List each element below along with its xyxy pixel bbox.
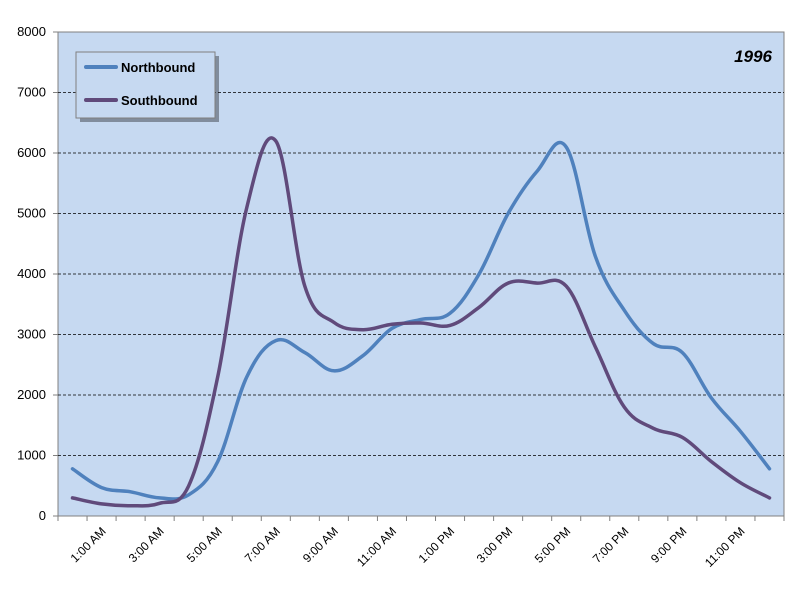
y-tick-label: 6000: [17, 145, 46, 160]
y-tick-label: 4000: [17, 266, 46, 281]
x-tick-label: 9:00 AM: [300, 524, 341, 565]
y-axis: 0 1000 2000 3000 4000 5000 6000 7000 8000: [17, 24, 58, 523]
legend-label-southbound: Southbound: [121, 93, 198, 108]
y-tick-label: 3000: [17, 327, 46, 342]
y-tick-label: 5000: [17, 206, 46, 221]
y-tick-label: 2000: [17, 387, 46, 402]
series-lines: [70, 136, 772, 508]
grid-lines: [58, 92, 784, 456]
series-line-northbound: [70, 140, 772, 501]
series-line-southbound: [70, 136, 772, 508]
x-tick-label: 11:00 AM: [354, 524, 399, 569]
x-tick-label: 7:00 PM: [590, 524, 632, 566]
x-tick-label: 3:00 AM: [126, 524, 167, 565]
legend: Northbound Southbound: [75, 51, 219, 122]
x-axis: 1:00 AM 3:00 AM 5:00 AM 7:00 AM 9:00 AM 11:00…: [57, 516, 785, 570]
x-tick-label: 7:00 AM: [242, 524, 283, 565]
y-tick-label: 0: [39, 508, 46, 523]
legend-label-northbound: Northbound: [121, 60, 195, 75]
x-tick-label: 1:00 AM: [68, 524, 109, 565]
x-tick-label: 5:00 PM: [532, 524, 574, 566]
x-tick-label: 9:00 PM: [648, 524, 690, 566]
year-annotation: 1996: [734, 47, 772, 66]
x-tick-label: 5:00 AM: [184, 524, 225, 565]
x-tick-label: 11:00 PM: [702, 524, 748, 570]
y-tick-label: 1000: [17, 448, 46, 463]
legend-box: [75, 51, 216, 119]
y-tick-label: 8000: [17, 24, 46, 39]
x-tick-label: 1:00 PM: [416, 524, 458, 566]
y-tick-label: 7000: [17, 85, 46, 100]
x-tick-label: 3:00 PM: [474, 524, 516, 566]
